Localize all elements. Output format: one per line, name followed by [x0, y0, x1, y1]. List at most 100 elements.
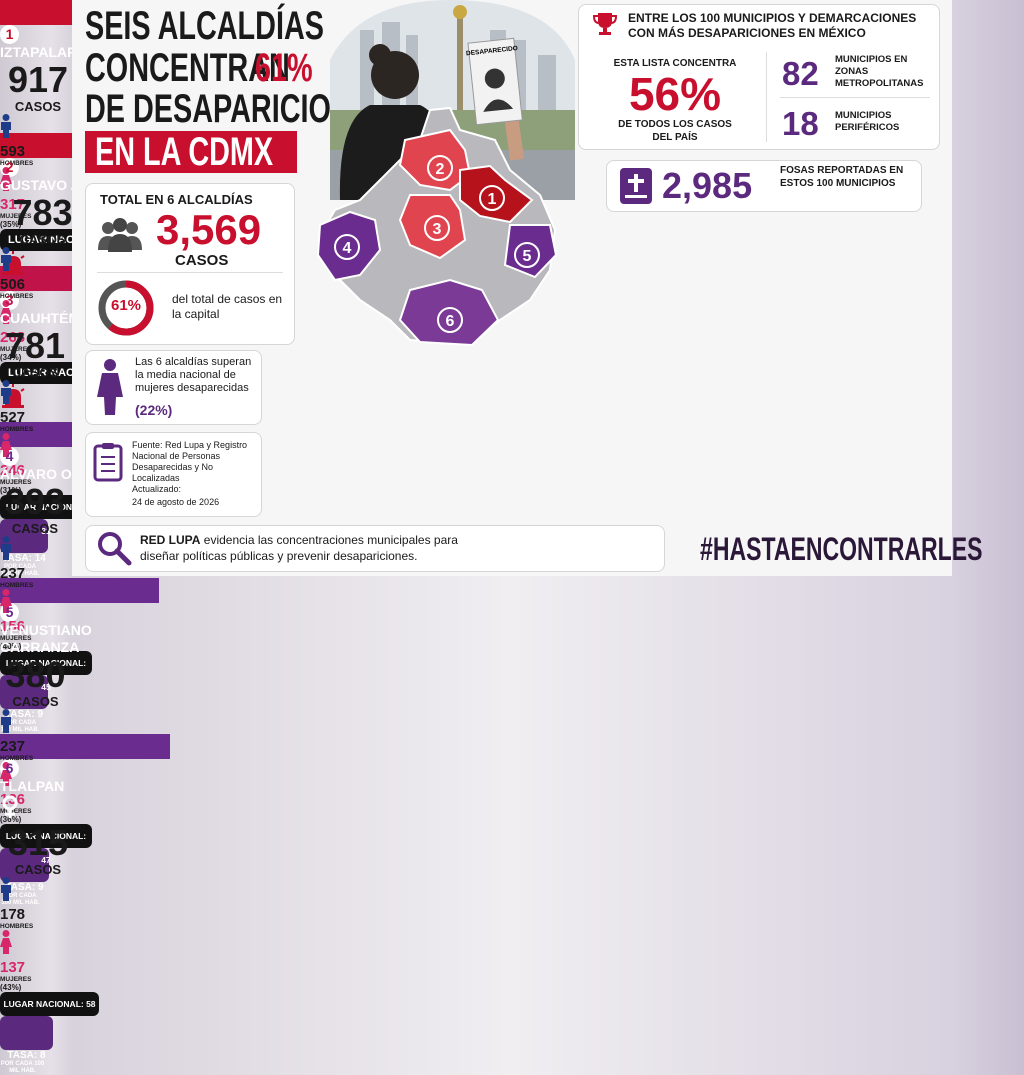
share-ring	[98, 280, 154, 336]
title-text: SEIS ALCALDÍAS	[85, 4, 324, 48]
women-share: (43%)	[0, 983, 22, 992]
map-label: 2	[436, 161, 445, 178]
page-body: {"header": {"title_line1": "SEIS ALCALDÍ…	[0, 0, 1024, 1050]
map-label-circle	[427, 155, 453, 181]
title-text: CONCENTRAN	[85, 46, 290, 90]
title-banner	[85, 131, 297, 173]
women-value: 317	[0, 196, 26, 213]
clipboard-icon	[93, 443, 123, 482]
concentra-label: ESTA LISTA CONCENTRA	[613, 58, 737, 69]
rate-unit: POR CADA 100 MIL HAB.	[0, 1061, 45, 1074]
women-share: (31%)	[0, 486, 22, 495]
metro-value: 82	[782, 55, 819, 92]
map-labels: 1 2 3 4 5 6	[334, 155, 540, 333]
card-cases: 917	[7, 59, 69, 100]
people-icon	[98, 218, 142, 252]
man-icon	[0, 380, 158, 409]
women-note-text: Las 6 alcaldías superan la media naciona…	[135, 356, 252, 394]
title-line: SEIS ALCALDÍAS	[85, 6, 417, 46]
card-cases-label: CASOS	[14, 99, 62, 114]
fosas-text: FOSAS REPORTADAS EN ESTOS 100 MUNICIPIOS	[780, 165, 904, 189]
card-name: TLALPAN	[0, 778, 65, 794]
map-label-circle	[334, 234, 360, 260]
women-value: 246	[0, 462, 26, 479]
card-cases-label: CASOS	[19, 232, 66, 247]
men-label: HOMBRES	[0, 293, 34, 300]
man-icon	[0, 247, 187, 276]
rate-value: TASA: 8	[7, 1050, 46, 1061]
district-card: 1 IZTAPALAPA 917 CASOS 593 HOMBRES 317 MUJERES(…	[0, 0, 170, 275]
ranking-box	[578, 4, 940, 150]
map-label: 1	[488, 191, 497, 208]
man-icon	[0, 536, 158, 565]
footer-body: evidencia las concentraciones municipale…	[140, 533, 458, 563]
periph-value: 18	[782, 105, 819, 142]
magnifier-icon	[98, 532, 132, 566]
map-label: 6	[446, 313, 455, 330]
man-icon	[0, 114, 170, 143]
women-label: MUJERES	[0, 346, 32, 353]
woman-icon	[97, 359, 123, 415]
share-value: 61%	[110, 297, 142, 314]
women-value: 268	[0, 329, 26, 346]
periph-text: MUNICIPIOS PERIFÉRICOS	[835, 110, 900, 133]
national-rank: LUGAR NACIONAL: 58	[0, 992, 99, 1016]
women-share: (34%)	[0, 353, 22, 362]
rate-box	[0, 1016, 53, 1050]
card-cases-label: CASOS	[11, 365, 59, 380]
map-label: 5	[523, 248, 532, 265]
map-label-circle	[514, 242, 540, 268]
card-cases: 783	[12, 192, 73, 233]
map-label-circle	[437, 307, 463, 333]
title-highlight: 61%	[255, 48, 335, 88]
title-line: EN LA CDMX	[95, 132, 342, 172]
women-label: MUJERES	[0, 479, 32, 486]
map-region	[316, 210, 382, 282]
title-text: 61%	[255, 46, 313, 90]
map-region	[398, 194, 467, 260]
map-illustration: DESAPARECIDO 1 2 3 4 5 6	[316, 0, 575, 347]
ranking-title: ENTRE LOS 100 MUNICIPIOS Y DEMARCACIONES…	[628, 11, 917, 40]
woman-icon	[0, 930, 170, 959]
page: Infografía html, body { margin: 0; paddi…	[0, 0, 1024, 1050]
card-name: IZTAPALAPA	[0, 44, 86, 60]
women-label: MUJERES	[0, 213, 32, 220]
fosas-value: 2,985	[662, 165, 753, 206]
total-label: TOTAL EN 6 ALCALDÍAS	[100, 192, 253, 207]
men-value: 593	[0, 143, 26, 160]
updated-date: 24 de agosto de 2026	[132, 497, 220, 507]
photo-sign: DESAPARECIDO	[466, 37, 523, 126]
women-share: (35%)	[0, 220, 22, 229]
men-label: HOMBRES	[0, 923, 34, 930]
map-label: 4	[343, 240, 352, 257]
footer-brand: RED LUPA	[140, 533, 201, 547]
updated-label: Actualizado:	[132, 484, 182, 494]
total-value: 3,569	[156, 206, 262, 253]
map-label-circle	[479, 185, 505, 211]
card-cases: 781	[4, 325, 66, 366]
divider	[97, 272, 283, 273]
men-value: 506	[0, 276, 26, 293]
footer-text: RED LUPA evidencia las concentraciones m…	[140, 532, 470, 564]
card-cases-label: CASOS	[12, 694, 59, 709]
map-region	[459, 164, 534, 224]
title-text: EN LA CDMX	[95, 130, 274, 174]
card-cases: 315	[7, 822, 69, 863]
grave-icon	[620, 168, 652, 204]
source-text: Fuente: Red Lupa y Registro Nacional de …	[132, 440, 248, 483]
map-label: 3	[433, 221, 442, 238]
footer-box	[85, 525, 665, 572]
women-label: MUJERES	[0, 976, 32, 983]
divider	[780, 97, 930, 98]
map-region	[398, 278, 500, 347]
concentra-value: 56%	[628, 68, 722, 120]
card-cases-label: CASOS	[14, 862, 62, 877]
divider	[766, 52, 767, 142]
men-value: 527	[0, 409, 26, 426]
hashtag-text: #HASTAENCONTRARLES	[700, 531, 983, 567]
rate-value: TASA: 14	[2, 553, 46, 564]
fosas-box	[606, 160, 922, 212]
metro-text: MUNICIPIOS EN ZONAS METROPOLITANAS	[835, 54, 924, 89]
men-label: HOMBRES	[0, 426, 34, 433]
card-cases-label: CASOS	[11, 521, 59, 536]
